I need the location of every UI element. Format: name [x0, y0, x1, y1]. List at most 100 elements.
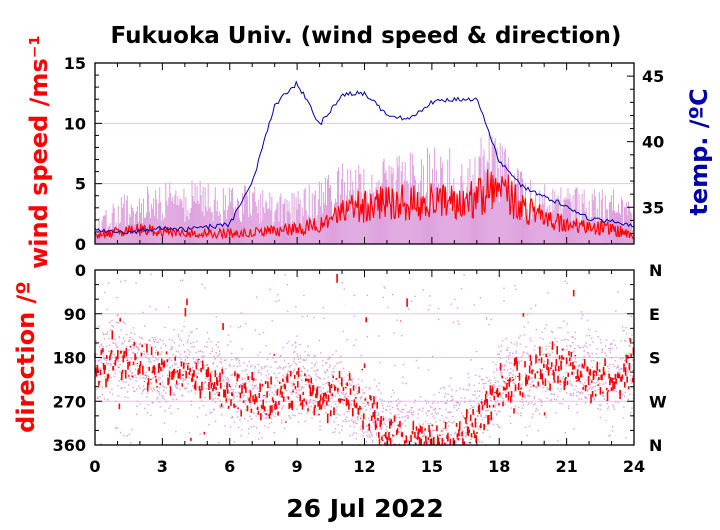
direction-sample-point: [312, 399, 314, 401]
direction-sample-point: [450, 303, 453, 305]
direction-sample-point: [256, 408, 258, 410]
direction-sample-point: [508, 362, 511, 364]
direction-sample-point: [295, 389, 298, 391]
direction-sample-point: [462, 416, 465, 418]
direction-sample-point: [225, 379, 228, 381]
direction-sample-point: [295, 346, 297, 348]
direction-sample-point: [127, 359, 129, 361]
direction-sample-point: [338, 394, 341, 397]
direction-sample-point: [199, 385, 201, 387]
direction-sample-point: [236, 411, 238, 413]
direction-sample-point: [312, 402, 314, 404]
direction-sample-point: [193, 346, 195, 348]
direction-sample-point: [390, 401, 393, 403]
direction-sample-point: [497, 353, 499, 356]
direction-sample-point: [194, 392, 197, 395]
direction-sample-point: [283, 359, 286, 362]
direction-sample-point: [532, 380, 534, 382]
direction-sample-point: [475, 397, 478, 399]
direction-sample-point: [110, 364, 112, 366]
direction-sample-point: [352, 420, 354, 423]
direction-sample-point: [388, 418, 390, 421]
direction-sample-point: [119, 431, 122, 434]
direction-sample-point: [161, 397, 164, 399]
direction-sample-point: [286, 284, 288, 286]
direction-sample-point: [607, 365, 609, 368]
direction-sample-point: [155, 352, 157, 354]
direction-sample-point: [177, 351, 180, 353]
direction-sample-point: [206, 363, 209, 366]
direction-sample-point: [606, 389, 608, 392]
direction-sample-point: [242, 383, 244, 385]
direction-sample-point: [191, 370, 193, 372]
direction-sample-point: [350, 384, 352, 386]
direction-sample-point: [599, 408, 601, 411]
direction-sample-point: [394, 434, 397, 436]
direction-sample-point: [536, 355, 538, 357]
direction-sample-point: [535, 407, 537, 410]
direction-sample-point: [239, 365, 241, 367]
direction-sample-point: [269, 288, 271, 291]
direction-sample-point: [411, 407, 414, 409]
direction-sample-point: [136, 352, 139, 354]
direction-sample-point: [279, 395, 281, 397]
direction-sample-point: [143, 388, 145, 391]
direction-sample-point: [469, 424, 471, 426]
direction-sample-point: [495, 414, 498, 416]
direction-axis-label: direction /º: [12, 281, 40, 433]
direction-sample-point: [309, 401, 311, 403]
direction-sample-point: [160, 353, 162, 355]
direction-sample-point: [397, 408, 399, 411]
direction-sample-point: [359, 398, 362, 400]
direction-sample-point: [202, 404, 205, 407]
direction-sample-point: [136, 388, 138, 390]
direction-sample-point: [278, 372, 280, 374]
direction-sample-point: [464, 432, 467, 434]
direction-sample-point: [632, 375, 634, 377]
direction-sample-point: [103, 358, 106, 361]
direction-sample-point: [241, 382, 244, 385]
direction-sample-point: [157, 396, 159, 398]
direction-sample-point: [296, 353, 298, 355]
direction-sample-point: [323, 378, 325, 380]
direction-sample-point: [164, 326, 166, 329]
direction-sample-point: [391, 439, 393, 442]
direction-sample-point: [310, 405, 312, 408]
direction-sample-point: [219, 352, 221, 355]
direction-sample-point: [553, 344, 555, 347]
direction-sample-point: [133, 390, 135, 392]
direction-sample-point: [311, 367, 313, 369]
direction-sample-point: [305, 359, 308, 361]
temperature-tick-label: 40: [642, 133, 664, 152]
direction-sample-point: [156, 341, 158, 344]
direction-sample-point: [539, 413, 541, 415]
direction-sample-point: [313, 316, 315, 319]
direction-sample-point: [318, 339, 321, 342]
direction-sample-point: [492, 423, 494, 426]
direction-sample-point: [287, 372, 289, 374]
direction-sample-point: [518, 337, 520, 339]
direction-sample-point: [514, 377, 517, 379]
direction-sample-point: [233, 388, 235, 391]
direction-sample-point: [528, 425, 531, 428]
direction-sample-point: [528, 394, 530, 397]
direction-sample-point: [571, 336, 573, 338]
direction-sample-point: [328, 366, 331, 368]
direction-sample-point: [512, 382, 515, 384]
direction-sample-point: [335, 416, 337, 419]
direction-sample-point: [267, 426, 269, 429]
direction-sample-point: [607, 406, 610, 408]
direction-sample-point: [481, 367, 483, 370]
direction-sample-point: [241, 429, 243, 431]
direction-sample-point: [209, 412, 211, 414]
direction-sample-point: [443, 420, 445, 422]
direction-sample-point: [568, 407, 570, 410]
direction-sample-point: [159, 401, 161, 403]
direction-sample-point: [264, 425, 266, 427]
direction-sample-point: [175, 350, 178, 353]
direction-sample-point: [631, 334, 633, 336]
direction-sample-point: [245, 406, 248, 408]
direction-sample-point: [596, 348, 598, 350]
direction-sample-point: [367, 436, 369, 438]
